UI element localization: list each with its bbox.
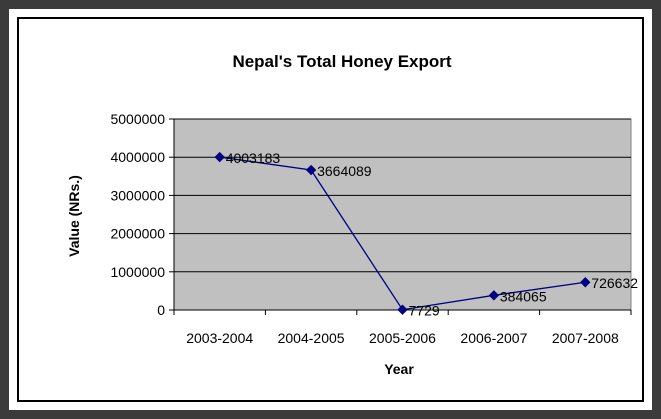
y-tick-label: 0 <box>157 302 165 318</box>
data-label: 726632 <box>591 275 638 291</box>
x-axis-ticks: 2003-2004 2004-2005 2005-2006 2006-2007 2007… <box>173 310 632 346</box>
x-axis-title: Year <box>384 361 414 377</box>
data-label: 7729 <box>409 303 440 319</box>
series-markers <box>214 151 591 315</box>
plot-area <box>173 118 632 311</box>
data-labels: 4003183 3664089 7729 384065 726632 <box>226 150 639 319</box>
data-label: 3664089 <box>317 163 372 179</box>
x-tick-label: 2006-2007 <box>460 330 527 346</box>
x-tick-label: 2003-2004 <box>186 330 253 346</box>
data-point-marker <box>580 277 591 288</box>
y-axis-ticks: 0 1000000 2000000 3000000 4000000 5000000 <box>110 111 174 318</box>
y-tick-label: 3000000 <box>110 187 165 203</box>
y-tick-label: 1000000 <box>110 264 165 280</box>
chart-title: Nepal's Total Honey Export <box>232 52 451 71</box>
gridlines <box>174 118 631 273</box>
data-label: 4003183 <box>226 150 281 166</box>
x-tick-label: 2007-2008 <box>552 330 619 346</box>
x-tick-label: 2004-2005 <box>278 330 345 346</box>
x-tick-label: 2005-2006 <box>369 330 436 346</box>
data-label: 384065 <box>500 288 547 304</box>
data-point-marker <box>488 290 500 301</box>
y-tick-label: 5000000 <box>110 111 165 127</box>
y-tick-label: 2000000 <box>110 226 165 242</box>
data-point-marker <box>214 151 225 163</box>
y-axis-title: Value (NRs.) <box>66 175 82 257</box>
data-point-marker <box>305 164 317 176</box>
y-tick-label: 4000000 <box>110 149 165 165</box>
data-point-marker <box>397 304 408 315</box>
